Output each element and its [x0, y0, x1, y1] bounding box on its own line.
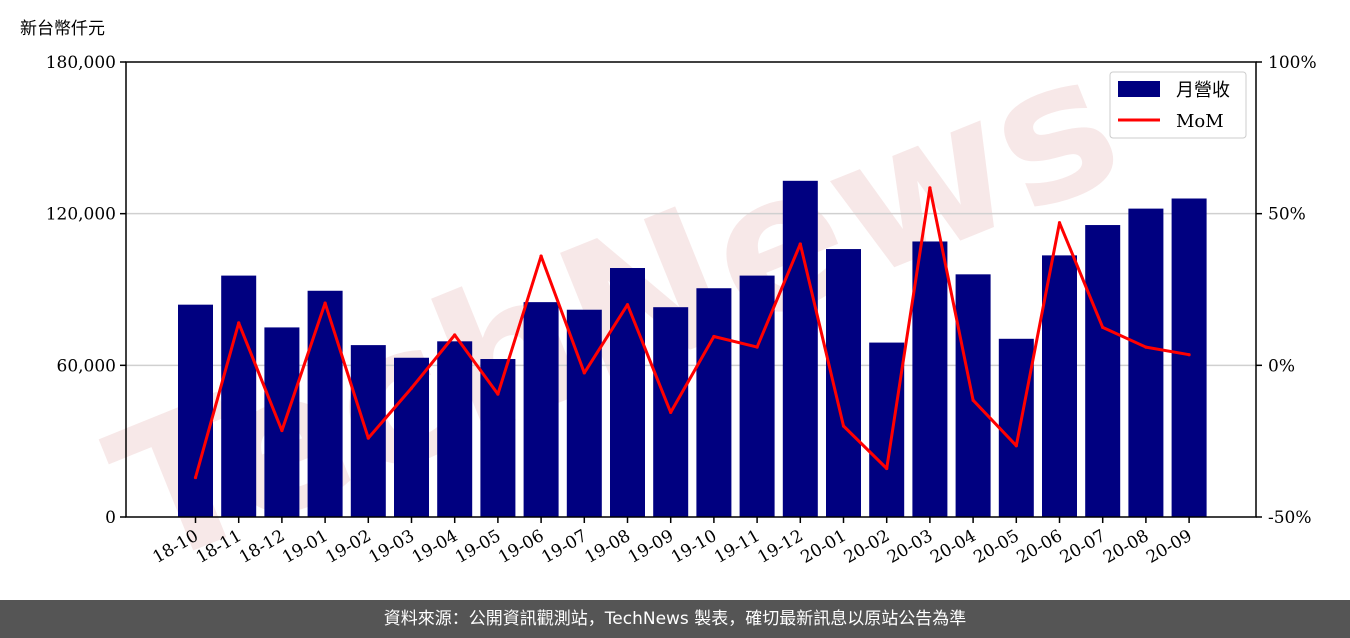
x-axis-tick-label: 19-12 — [754, 526, 806, 568]
left-axis-tick-label: 180,000 — [46, 53, 116, 73]
mom-point — [1057, 221, 1062, 225]
revenue-bar — [1042, 255, 1077, 517]
mom-point — [409, 386, 414, 390]
revenue-bar — [912, 241, 948, 517]
x-axis-tick-label: 20-01 — [798, 526, 850, 568]
mom-point — [625, 303, 630, 307]
revenue-bar — [437, 341, 473, 517]
legend-label-mom: MoM — [1176, 111, 1224, 132]
x-axis-tick-label: 20-08 — [1100, 526, 1152, 568]
mom-point — [928, 186, 932, 190]
right-axis-tick-label: 100% — [1268, 53, 1317, 73]
x-axis-tick-label: 19-11 — [711, 526, 763, 568]
left-axis: 0 60,000 120,000 180,000 — [46, 53, 126, 528]
mom-point — [798, 242, 802, 246]
legend: 月營收 MoM — [1109, 71, 1247, 139]
x-axis-tick-label: 20-05 — [970, 526, 1022, 568]
x-axis-tick-label: 19-03 — [366, 526, 418, 568]
x-axis-tick-label: 19-05 — [452, 526, 504, 568]
x-axis-tick-label: 19-09 — [625, 526, 677, 568]
mom-point — [1144, 345, 1148, 349]
x-axis-tick-label: 20-03 — [884, 526, 936, 568]
revenue-bar — [696, 288, 732, 517]
x-axis-tick-label: 20-04 — [927, 526, 979, 568]
revenue-bar — [826, 249, 861, 518]
right-axis-tick-label: 0% — [1268, 356, 1295, 376]
revenue-bar — [350, 345, 386, 517]
x-axis-tick-label: 19-08 — [582, 526, 634, 568]
legend-bar-swatch — [1118, 81, 1160, 97]
mom-point — [193, 475, 198, 480]
mom-point — [1187, 353, 1191, 357]
revenue-bar — [178, 304, 213, 517]
x-axis-tick-label: 20-02 — [841, 526, 893, 568]
plot-frame — [125, 61, 1257, 518]
left-axis-tick-label: 60,000 — [57, 356, 116, 376]
mom-line — [194, 186, 1190, 479]
x-axis-tick-label: 19-06 — [495, 526, 547, 568]
mom-point — [323, 301, 327, 305]
x-axis-tick-label: 20-07 — [1057, 526, 1109, 568]
y-unit-label: 新台幣仟元 — [20, 19, 105, 39]
x-axis-tick-label: 19-07 — [538, 526, 590, 568]
mom-point — [885, 466, 889, 471]
mom-point — [755, 345, 759, 349]
revenue-bar — [307, 290, 343, 517]
x-axis-tick-label: 19-10 — [668, 526, 720, 568]
mom-point — [712, 334, 716, 339]
source-footer: 資料來源：公開資訊觀測站，TechNews 製表，確切最新訊息以原站公告為準 — [0, 600, 1350, 638]
revenue-bar — [480, 359, 516, 517]
mom-point — [1101, 325, 1105, 330]
mom-point — [539, 254, 543, 258]
left-axis-tick-label: 0 — [105, 508, 116, 528]
revenue-bar — [394, 357, 429, 517]
mom-point — [1014, 444, 1018, 448]
mom-point — [582, 371, 586, 375]
revenue-bar — [221, 275, 257, 517]
left-axis-tick-label: 120,000 — [46, 205, 116, 225]
revenue-bar — [523, 302, 559, 517]
mom-point — [366, 436, 370, 440]
revenue-bar — [264, 327, 300, 517]
mom-point — [841, 424, 846, 428]
x-axis-tick-label: 20-06 — [1014, 526, 1066, 568]
mom-point — [453, 333, 457, 337]
mom-point — [669, 410, 673, 414]
right-axis-tick-label: -50% — [1268, 508, 1312, 528]
mom-point — [280, 428, 284, 433]
mom-line-group — [193, 186, 1191, 480]
right-axis: -50% 0% 50% 100% — [1256, 53, 1317, 528]
revenue-bar — [1171, 198, 1207, 517]
revenue-bar — [998, 338, 1034, 517]
legend-label-revenue: 月營收 — [1176, 80, 1230, 101]
revenue-bar — [869, 342, 905, 517]
bars — [178, 180, 1207, 518]
revenue-bar — [610, 268, 645, 517]
x-axis-tick-label: 19-04 — [409, 526, 461, 568]
revenue-bar — [739, 275, 775, 517]
right-axis-tick-label: 50% — [1268, 205, 1306, 225]
mom-point — [496, 392, 500, 396]
mom-point — [237, 321, 241, 325]
x-axis-tick-label: 20-09 — [1143, 526, 1195, 568]
revenue-bar — [1085, 225, 1121, 517]
revenue-bar — [782, 180, 818, 518]
mom-point — [971, 398, 975, 402]
revenue-bar — [1128, 208, 1164, 517]
